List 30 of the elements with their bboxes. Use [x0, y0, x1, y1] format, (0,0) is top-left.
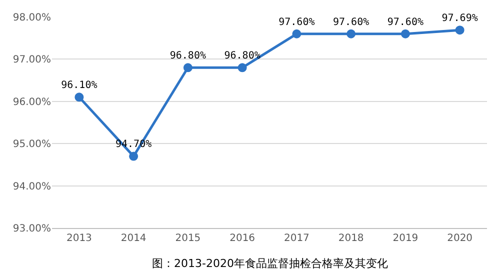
y-tick-label: 96.00% — [12, 96, 51, 108]
x-tick-label: 2017 — [284, 233, 310, 244]
y-tick-label: 97.00% — [12, 54, 51, 66]
data-label: 97.60% — [278, 16, 315, 28]
point — [346, 29, 356, 38]
data-label: 97.60% — [387, 16, 424, 28]
y-tick-label: 95.00% — [12, 139, 51, 150]
x-tick-label: 2018 — [338, 233, 364, 244]
point — [238, 63, 247, 72]
point — [129, 152, 138, 161]
data-label: 97.69% — [442, 12, 478, 24]
data-label: 97.60% — [332, 16, 370, 28]
data-label: 96.80% — [224, 50, 260, 62]
y-tick-label: 93.00% — [12, 224, 51, 234]
data-label: 96.80% — [170, 50, 206, 62]
text: 图：2013-2020年食品监督抽检合格率及其变化 — [152, 257, 388, 270]
point — [74, 92, 84, 102]
y-tick-label: 94.00% — [12, 181, 51, 192]
point — [400, 29, 410, 38]
point — [292, 29, 302, 38]
y-tick-label: 98.00% — [12, 12, 51, 24]
x-tick-label: 2016 — [230, 233, 256, 244]
data-label: 96.10% — [61, 80, 98, 92]
x-tick-label: 2020 — [447, 233, 473, 244]
x-tick-label: 2014 — [120, 233, 146, 244]
x-tick-label: 2013 — [66, 233, 92, 244]
x-tick-label: 2015 — [175, 233, 201, 244]
x-tick-label: 2019 — [392, 233, 418, 244]
point — [455, 26, 464, 35]
point — [183, 63, 192, 72]
